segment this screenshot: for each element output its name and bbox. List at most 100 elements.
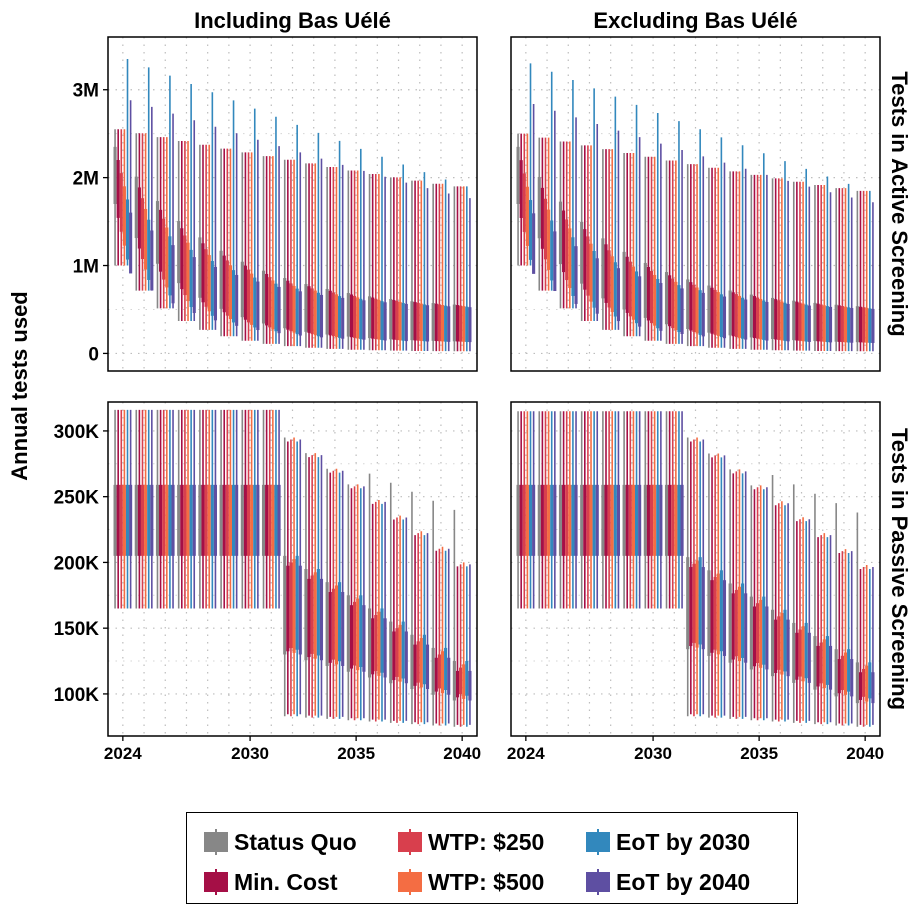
box-iqr (865, 665, 869, 702)
box-iqr (786, 303, 790, 342)
box-iqr (871, 672, 875, 704)
legend-item-min-cost: Min. Cost (201, 867, 338, 897)
box-iqr (119, 173, 123, 232)
box-iqr (749, 294, 753, 338)
x-tick-label: 2035 (740, 744, 778, 763)
box-iqr (550, 220, 554, 281)
box-iqr (283, 278, 287, 329)
box-iqr (134, 484, 138, 556)
box-iqr (659, 484, 663, 556)
box-iqr (334, 585, 339, 665)
box-iqr (468, 670, 472, 701)
box-iqr (752, 606, 757, 667)
box-iqr (537, 484, 541, 556)
box-iqr (380, 301, 384, 341)
box-iqr (813, 636, 817, 690)
panel-border (107, 401, 478, 737)
box-iqr (328, 290, 332, 336)
box-iqr (547, 209, 551, 270)
box-iqr (319, 294, 324, 338)
legend-item-wtp-500: WTP: $500 (395, 867, 544, 897)
legend-key-wtp-500 (395, 869, 425, 895)
box-iqr (664, 484, 669, 556)
box-iqr (171, 484, 175, 556)
box-iqr (319, 578, 324, 661)
box-iqr (304, 569, 308, 661)
box-iqr (589, 243, 593, 302)
box-iqr (150, 230, 154, 291)
box-iqr (334, 294, 339, 338)
box-iqr (716, 292, 720, 336)
legend-key-status-quo (201, 829, 231, 855)
box-iqr (680, 288, 684, 334)
x-tick-label: 2030 (231, 744, 269, 763)
box-iqr (692, 284, 696, 332)
box-iqr (383, 302, 387, 341)
box-iqr (828, 306, 833, 343)
box-iqr (159, 484, 163, 556)
box-iqr (744, 593, 748, 663)
y-tick-label: 2M (73, 169, 99, 190)
box-iqr (404, 631, 408, 684)
box-iqr (783, 302, 787, 341)
box-iqr (225, 484, 229, 556)
box-iqr (346, 293, 350, 337)
box-iqr (113, 146, 117, 204)
box-iqr (871, 308, 875, 343)
box-iqr (440, 305, 445, 342)
box-iqr (780, 301, 784, 341)
box-iqr (192, 257, 196, 314)
box-iqr (855, 306, 859, 343)
box-iqr (204, 249, 208, 307)
box-iqr (171, 245, 175, 304)
panel-1-1: 0 1M 2M 3M (73, 36, 478, 372)
box-iqr (459, 667, 463, 695)
box-iqr (801, 303, 805, 342)
box-iqr (653, 484, 657, 556)
box-iqr (168, 236, 172, 296)
box-iqr (701, 292, 705, 337)
box-iqr (553, 231, 557, 292)
box-iqr (765, 301, 769, 341)
box-iqr (528, 200, 533, 260)
box-iqr (540, 187, 544, 249)
box-iqr (816, 645, 820, 687)
box-iqr (186, 484, 190, 556)
box-iqr (277, 484, 281, 556)
box-iqr (231, 270, 236, 323)
box-iqr (671, 484, 675, 556)
box-iqr (377, 611, 381, 676)
box-iqr (180, 228, 184, 290)
box-iqr (452, 304, 456, 342)
box-iqr (631, 484, 635, 556)
column-facet-title: Excluding Bas Uélé (593, 8, 797, 33)
box-iqr (455, 305, 460, 342)
box-iqr (786, 619, 790, 677)
box-iqr (847, 649, 851, 692)
box-iqr (756, 603, 760, 664)
box-iqr (462, 306, 466, 342)
box-iqr (316, 569, 320, 656)
box-iqr (416, 641, 420, 683)
box-iqr (722, 580, 727, 656)
box-iqr (680, 484, 684, 556)
box-iqr (616, 268, 621, 322)
x-tick-label: 2035 (337, 744, 375, 763)
box-iqr (625, 484, 629, 556)
box-iqr (568, 228, 572, 289)
box-iqr (532, 484, 536, 556)
box-iqr (116, 484, 120, 556)
box-iqr (631, 266, 635, 320)
box-iqr (374, 298, 378, 340)
box-iqr (686, 279, 690, 330)
box-iqr (634, 271, 639, 324)
box-iqr (401, 302, 405, 341)
box-iqr (604, 484, 608, 556)
box-iqr (752, 296, 757, 339)
box-iqr (274, 484, 278, 556)
box-iqr (129, 484, 133, 556)
box-iqr (356, 297, 360, 339)
y-tick-label: 3M (73, 81, 99, 102)
box-iqr (792, 622, 796, 683)
box-iqr (413, 644, 417, 686)
